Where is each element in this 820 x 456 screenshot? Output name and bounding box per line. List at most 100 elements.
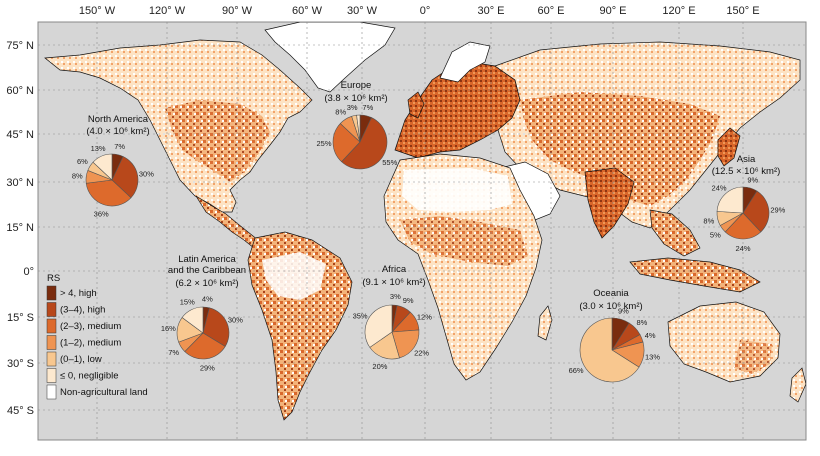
pie-slice	[356, 114, 361, 143]
latitude-labels: 75° N 60° N 45° N 30° N 15° N 0° 15° S 3…	[6, 40, 34, 417]
legend-label: > 4, high	[60, 288, 97, 299]
pie-1: 7% 55% 25% 8%3%	[317, 103, 398, 170]
legend-swatch	[46, 285, 57, 301]
legend-item: (0–1), low	[46, 351, 102, 367]
region-area-oceania: (3.0 × 10⁶ km²)	[579, 301, 642, 312]
pie-slice-label: 13%	[91, 144, 106, 153]
legend-swatch	[46, 318, 57, 334]
north-america-cropland	[165, 100, 270, 182]
legend-label: (1–2), medium	[60, 338, 121, 349]
pie-slice-label: 8%	[636, 318, 647, 327]
pie-slice-label: 35%	[353, 311, 368, 320]
pie-slice	[716, 186, 744, 214]
lat-label: 30° N	[6, 177, 34, 189]
pie-slice	[332, 123, 361, 163]
pie-slice-label: 8%	[335, 108, 346, 117]
lon-label: 60° W	[292, 5, 323, 17]
pie-slice	[181, 306, 204, 334]
legend-item: (3–4), high	[46, 302, 105, 317]
pie-slice-label: 3%	[347, 103, 358, 112]
pie-slice-label: 13%	[645, 352, 660, 361]
pie-slice-label: 24%	[712, 183, 727, 192]
region-name-africa: Africa	[382, 264, 407, 275]
legend-swatch	[46, 384, 57, 400]
pie-slice-label: 24%	[735, 244, 750, 253]
pie-4: 3% 9%12% 22% 20% 35%	[353, 292, 433, 371]
legend-label: (2–3), medium	[60, 321, 121, 332]
pie-slice	[742, 190, 770, 233]
pie-slice-label: 55%	[382, 158, 397, 167]
africa	[383, 153, 543, 381]
pie-slice	[184, 332, 226, 360]
sahara-non-agri	[402, 168, 512, 212]
lon-label: 120° E	[662, 5, 695, 17]
pie-slice-label: 12%	[417, 312, 432, 321]
pie-slice-label: 6%	[77, 157, 88, 166]
legend-item: (2–3), medium	[46, 318, 121, 334]
region-name-europe: Europe	[341, 80, 372, 91]
pie-slice-label: 22%	[414, 349, 429, 358]
pie-slice	[579, 317, 640, 383]
lat-label: 30° S	[7, 358, 34, 370]
lon-label: 150° W	[79, 5, 116, 17]
lon-label: 90° E	[599, 5, 626, 17]
pie-slice-label: 9%	[618, 307, 629, 316]
region-area-africa: (9.1 × 10⁶ km²)	[362, 277, 425, 288]
legend: RS > 4, high (3–4), high (2–3), medium (1–2…	[46, 273, 148, 400]
lon-label: 60° E	[537, 5, 564, 17]
pie-slice	[364, 304, 393, 348]
lon-label: 120° W	[149, 5, 186, 17]
legend-swatch	[46, 368, 57, 383]
region-area-asia: (12.5 × 10⁶ km²)	[712, 166, 781, 177]
southeast-asia	[649, 209, 701, 257]
pie-slice-label: 7%	[114, 142, 125, 151]
region-name-north-america: North America	[88, 114, 149, 125]
lat-label: 45° S	[7, 405, 34, 417]
region-area-latam: (6.2 × 10⁶ km²)	[175, 278, 238, 289]
lat-label: 60° N	[6, 85, 34, 97]
legend-label: Non-agricultural land	[60, 387, 148, 398]
pie-5: 9% 8% 4% 13% 66%	[569, 307, 660, 383]
lat-label: 15° S	[7, 312, 34, 324]
lon-label: 30° W	[347, 5, 378, 17]
pie-slice-label: 7%	[362, 103, 373, 112]
legend-item: ≤ 0, negligible	[46, 368, 119, 383]
pie-slice-label: 9%	[403, 296, 414, 305]
pie-slice-label: 4%	[645, 331, 656, 340]
pie-2: 9% 29% 24% 5% 8% 24%	[703, 175, 785, 253]
british-isles	[407, 91, 425, 119]
pie-slice-label: 20%	[372, 362, 387, 371]
pie-slice-label: 15%	[180, 298, 195, 307]
legend-swatch	[46, 351, 57, 367]
region-labels: North America (4.0 × 10⁶ km²) Europe (3.…	[86, 80, 780, 312]
pie-slice	[85, 179, 132, 207]
pie-slice-label: 30%	[228, 316, 243, 325]
lat-label: 75° N	[6, 40, 34, 52]
japan	[717, 127, 741, 167]
australia-cropland	[734, 340, 772, 374]
pie-slice	[92, 153, 113, 181]
legend-item: > 4, high	[46, 285, 97, 301]
legend-label: (3–4), high	[60, 305, 105, 316]
greenland	[264, 22, 396, 93]
pie-slice-label: 8%	[703, 217, 714, 226]
pie-3: 4% 30% 29% 7% 16% 15%	[161, 294, 243, 372]
africa-cropland	[400, 216, 528, 266]
legend-item: (1–2), medium	[46, 335, 121, 350]
landmasses	[44, 22, 806, 421]
pie-slice	[391, 329, 420, 359]
india	[584, 167, 635, 239]
pie-slice-label: 3%	[390, 292, 401, 301]
pie-slice-label: 25%	[317, 139, 332, 148]
pie-slice-label: 4%	[202, 294, 213, 303]
region-name-asia: Asia	[737, 154, 756, 165]
pie-slice-label: 8%	[72, 172, 83, 181]
legend-label: (0–1), low	[60, 354, 102, 365]
lon-label: 90° W	[222, 5, 253, 17]
new-zealand	[789, 367, 806, 403]
legend-swatch	[46, 302, 57, 317]
region-area-europe: (3.8 × 10⁶ km²)	[324, 93, 387, 104]
pie-slice	[111, 156, 139, 199]
lat-label: 45° N	[6, 129, 34, 141]
